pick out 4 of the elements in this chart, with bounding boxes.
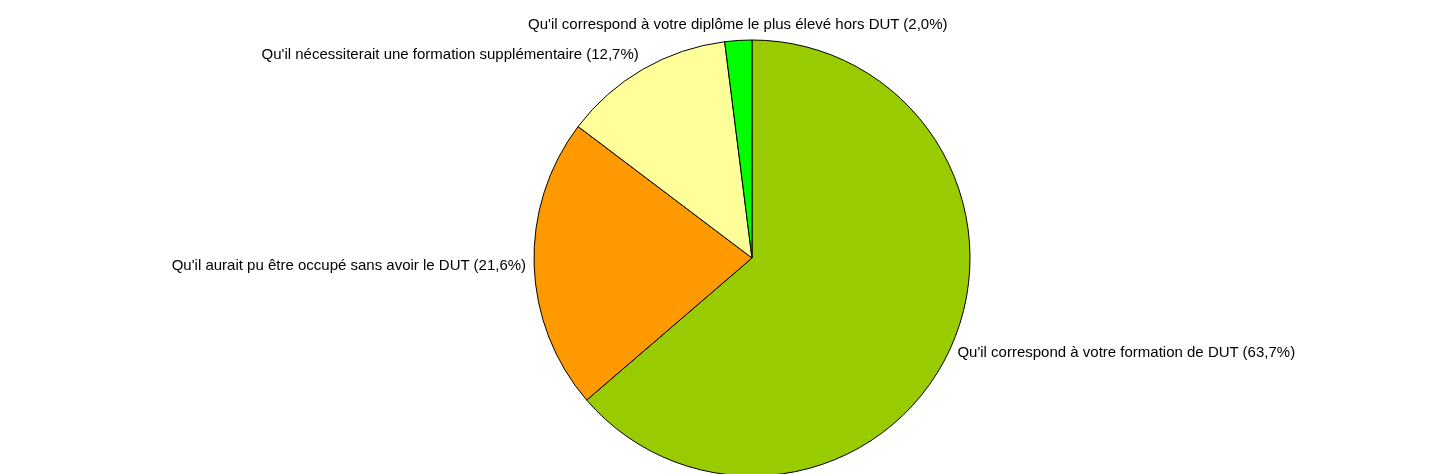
slice-label: Qu'il correspond à votre diplôme le plus élevé hors DUT (2,0%) (528, 15, 948, 33)
slice-label: Qu'il correspond à votre formation de DUT (63,7%) (957, 343, 1296, 361)
slice-label: Qu'il aurait pu être occupé sans avoir le DUT (21,6%) (171, 256, 527, 274)
slice-label: Qu'il nécessiterait une formation supplémentaire (12,7%) (261, 45, 639, 63)
